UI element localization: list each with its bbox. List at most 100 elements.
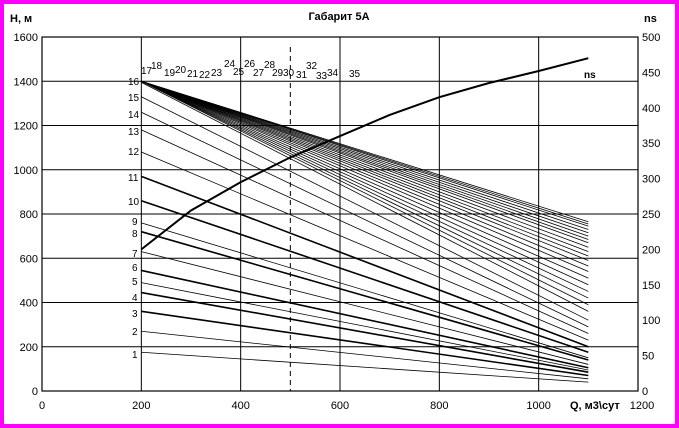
- head-curve-14: [141, 111, 589, 328]
- head-curve-18: [141, 80, 589, 299]
- y-right-tick-label: 350: [642, 138, 660, 150]
- curve-label-19: 19: [164, 68, 176, 79]
- curve-label-13: 13: [128, 127, 140, 138]
- chart-frame: 0 200 400 600 800 1000 1200 1400 1600 0 50 100 150 20…: [4, 4, 675, 424]
- curve-label-31: 31: [296, 70, 308, 81]
- curve-label-33: 33: [316, 71, 328, 82]
- x-tick-label: 0: [39, 400, 45, 412]
- head-curve-25: [141, 80, 589, 257]
- y-left-axis-title: H, м: [10, 13, 32, 25]
- y-right-tick-label: 50: [642, 351, 654, 363]
- curve-label-7: 7: [132, 249, 138, 260]
- y-right-tick-label: 200: [642, 244, 660, 256]
- curve-label-24: 24: [224, 59, 236, 70]
- x-tick-label: 600: [331, 400, 349, 412]
- head-curve-15: [141, 96, 589, 321]
- head-curve-21: [141, 80, 589, 279]
- head-curve-23: [141, 80, 589, 267]
- curve-label-32: 32: [306, 61, 318, 72]
- y-right-axis-title: ns: [644, 13, 657, 25]
- head-curve-28: [141, 80, 589, 244]
- curve-label-35: 35: [349, 69, 361, 80]
- head-curve-32: [141, 80, 589, 230]
- y-right-tick-label: 400: [642, 103, 660, 115]
- y-left-tick-label: 1400: [14, 76, 38, 88]
- curve-label-34: 34: [327, 68, 339, 79]
- x-tick-label: 400: [231, 400, 249, 412]
- curve-label-1: 1: [132, 350, 138, 361]
- y-left-tick-label: 1000: [14, 165, 38, 177]
- curve-label-27: 27: [253, 68, 265, 79]
- curve-label-18: 18: [151, 61, 163, 72]
- curve-label-5: 5: [132, 277, 138, 288]
- ns-curve-label: ns: [584, 70, 596, 81]
- curve-label-28: 28: [264, 60, 276, 71]
- head-curve-31: [141, 80, 589, 234]
- head-curve-1: [141, 351, 589, 383]
- curve-label-2: 2: [132, 327, 138, 338]
- curve-label-23: 23: [211, 68, 223, 79]
- y-left-tick-label: 1200: [14, 121, 38, 133]
- head-curve-8: [141, 230, 589, 361]
- x-tick-label: 800: [430, 400, 448, 412]
- y-left-tick-label: 400: [20, 298, 38, 310]
- y-left-tick-label: 600: [20, 253, 38, 265]
- head-curve-16: [141, 82, 589, 312]
- head-curve-13: [141, 129, 589, 334]
- head-curve-22: [141, 80, 589, 272]
- head-curve-19: [141, 80, 589, 292]
- y-right-tick-label: 500: [642, 32, 660, 44]
- curve-label-6: 6: [132, 263, 138, 274]
- head-curve-4: [141, 291, 589, 373]
- curve-label-26: 26: [244, 59, 256, 70]
- head-curve-11: [141, 175, 589, 348]
- y-right-tick-label: 250: [642, 209, 660, 221]
- head-curve-26: [141, 80, 589, 252]
- head-curve-7: [141, 251, 589, 365]
- y-left-tick-label: 200: [20, 342, 38, 354]
- head-curve-6: [141, 269, 589, 369]
- curve-label-9: 9: [132, 217, 138, 228]
- head-curve-2: [141, 330, 589, 380]
- head-curve-27: [141, 80, 589, 248]
- curve-label-4: 4: [132, 293, 138, 304]
- curve-label-29: 29: [272, 68, 284, 79]
- y-right-tick-label: 100: [642, 315, 660, 327]
- head-curve-12: [141, 151, 589, 341]
- head-curve-5: [141, 282, 589, 371]
- curve-label-22: 22: [199, 70, 211, 81]
- curve-label-3: 3: [132, 309, 138, 320]
- head-curve-10: [141, 199, 589, 354]
- y-left-tick-label: 800: [20, 209, 38, 221]
- head-curve-35: [141, 80, 589, 223]
- head-curve-29: [141, 80, 589, 240]
- curve-label-14: 14: [128, 110, 140, 121]
- chart-title: Габарит 5А: [308, 11, 369, 23]
- curve-label-11: 11: [128, 173, 139, 184]
- plot-area: [41, 36, 639, 392]
- y-right-tick-label: 300: [642, 174, 660, 186]
- curve-label-15: 15: [128, 93, 140, 104]
- curve-label-10: 10: [128, 197, 140, 208]
- head-curve-20: [141, 80, 589, 286]
- head-flow-chart: 0200400600800100012001400160005010015020…: [10, 11, 660, 412]
- x-tick-label: 1000: [526, 400, 550, 412]
- head-curve-24: [141, 80, 589, 261]
- y-left-tick-label: 1600: [14, 32, 38, 44]
- y-right-tick-label: 150: [642, 280, 660, 292]
- x-tick-label: 1200: [630, 400, 654, 412]
- y-left-tick-label: 0: [32, 386, 38, 398]
- curve-label-20: 20: [175, 65, 187, 76]
- head-curve-17: [141, 80, 589, 306]
- curve-label-25: 25: [233, 67, 245, 78]
- x-axis-title: Q, м3\сут: [570, 400, 620, 412]
- curve-label-12: 12: [128, 147, 140, 158]
- curve-label-8: 8: [132, 229, 138, 240]
- curve-label-16: 16: [128, 77, 140, 88]
- head-curve-30: [141, 80, 589, 237]
- curve-label-17: 17: [141, 66, 153, 77]
- ns-curve: [140, 57, 589, 251]
- y-right-tick-label: 450: [642, 67, 660, 79]
- y-right-tick-label: 0: [642, 386, 648, 398]
- curve-label-30: 30: [283, 68, 295, 79]
